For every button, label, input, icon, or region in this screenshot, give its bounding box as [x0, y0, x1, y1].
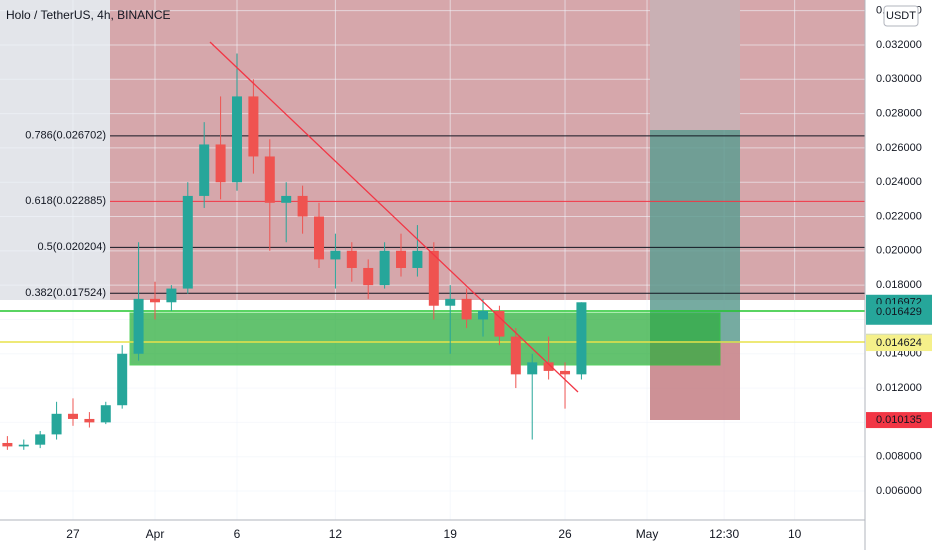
candle-body — [2, 442, 13, 447]
time-axis — [0, 520, 865, 550]
candle-body — [346, 250, 357, 268]
candle-body — [543, 362, 554, 371]
x-tick-label: 26 — [558, 527, 572, 541]
candle-body — [199, 144, 210, 196]
candle-body — [281, 195, 292, 203]
trend-line — [209, 41, 579, 393]
candle-body — [510, 336, 521, 375]
y-tick-label: 0.032000 — [876, 39, 922, 51]
x-tick-label: 10 — [788, 527, 802, 541]
candle-body — [264, 156, 275, 203]
currency-button-label[interactable]: USDT — [886, 10, 916, 22]
candle-body — [215, 144, 226, 183]
y-tick-label: 0.008000 — [876, 451, 922, 463]
x-tick-label: May — [636, 527, 659, 541]
position-target — [650, 130, 740, 343]
y-tick-label: 0.028000 — [876, 107, 922, 119]
candle-body — [231, 96, 242, 183]
fib-label: 0.786(0.026702) — [25, 130, 106, 142]
fib-label: 0.618(0.022885) — [25, 195, 106, 207]
candle-body — [67, 413, 78, 419]
candle-body — [560, 370, 571, 375]
price-label: 0.010135 — [876, 414, 922, 426]
candle-body — [149, 298, 160, 303]
candle-body — [117, 353, 128, 406]
candle-body — [445, 298, 456, 306]
x-tick-label: 19 — [444, 527, 458, 541]
x-tick-label: 12:30 — [709, 527, 739, 541]
y-tick-label: 0.018000 — [876, 279, 922, 291]
candle-body — [314, 216, 325, 260]
candle-body — [133, 298, 144, 354]
candle-body — [248, 96, 259, 157]
candle-body — [51, 413, 62, 435]
candle-body — [527, 362, 538, 375]
x-tick-label: 6 — [234, 527, 241, 541]
candle-body — [494, 310, 505, 337]
currency-button[interactable] — [883, 5, 919, 27]
fib-label: 0.5(0.020204) — [38, 241, 107, 253]
candle-body — [84, 418, 95, 423]
price-label-box — [866, 412, 932, 429]
price-label-box — [866, 335, 932, 352]
x-tick-label: Apr — [146, 527, 165, 541]
y-tick-label: 0.026000 — [876, 142, 922, 154]
x-tick-label: 12 — [329, 527, 343, 541]
x-tick-label: 27 — [66, 527, 80, 541]
price-axis — [865, 0, 932, 550]
candle-body — [461, 298, 472, 320]
candle-body — [428, 250, 439, 306]
candle-body — [18, 444, 29, 447]
price-label-box — [866, 304, 932, 321]
candle-body — [379, 250, 390, 286]
candle-body — [166, 288, 177, 303]
candle-body — [182, 195, 193, 289]
candle-body — [35, 434, 46, 445]
candle-body — [363, 267, 374, 286]
price-label: 0.014624 — [876, 337, 922, 349]
candle-body — [100, 405, 111, 423]
fib-label: 0.382(0.017524) — [25, 287, 106, 299]
chart-title: Holo / TetherUS, 4h, BINANCE — [6, 8, 171, 22]
y-tick-label: 0.024000 — [876, 176, 922, 188]
candle-body — [412, 250, 423, 268]
support-zone — [129, 312, 721, 366]
candle-body — [576, 302, 587, 375]
shade-left — [0, 0, 110, 300]
y-tick-label: 0.022000 — [876, 210, 922, 222]
candle-body — [478, 310, 489, 320]
candle-body — [396, 250, 407, 268]
price-label: 0.016429 — [876, 306, 922, 318]
y-tick-label: 0.030000 — [876, 73, 922, 85]
y-tick-label: 0.012000 — [876, 382, 922, 394]
position-top — [650, 0, 740, 130]
y-tick-label: 0.006000 — [876, 485, 922, 497]
candle-body — [297, 195, 308, 217]
candle-body — [330, 250, 341, 260]
y-tick-label: 0.020000 — [876, 245, 922, 257]
